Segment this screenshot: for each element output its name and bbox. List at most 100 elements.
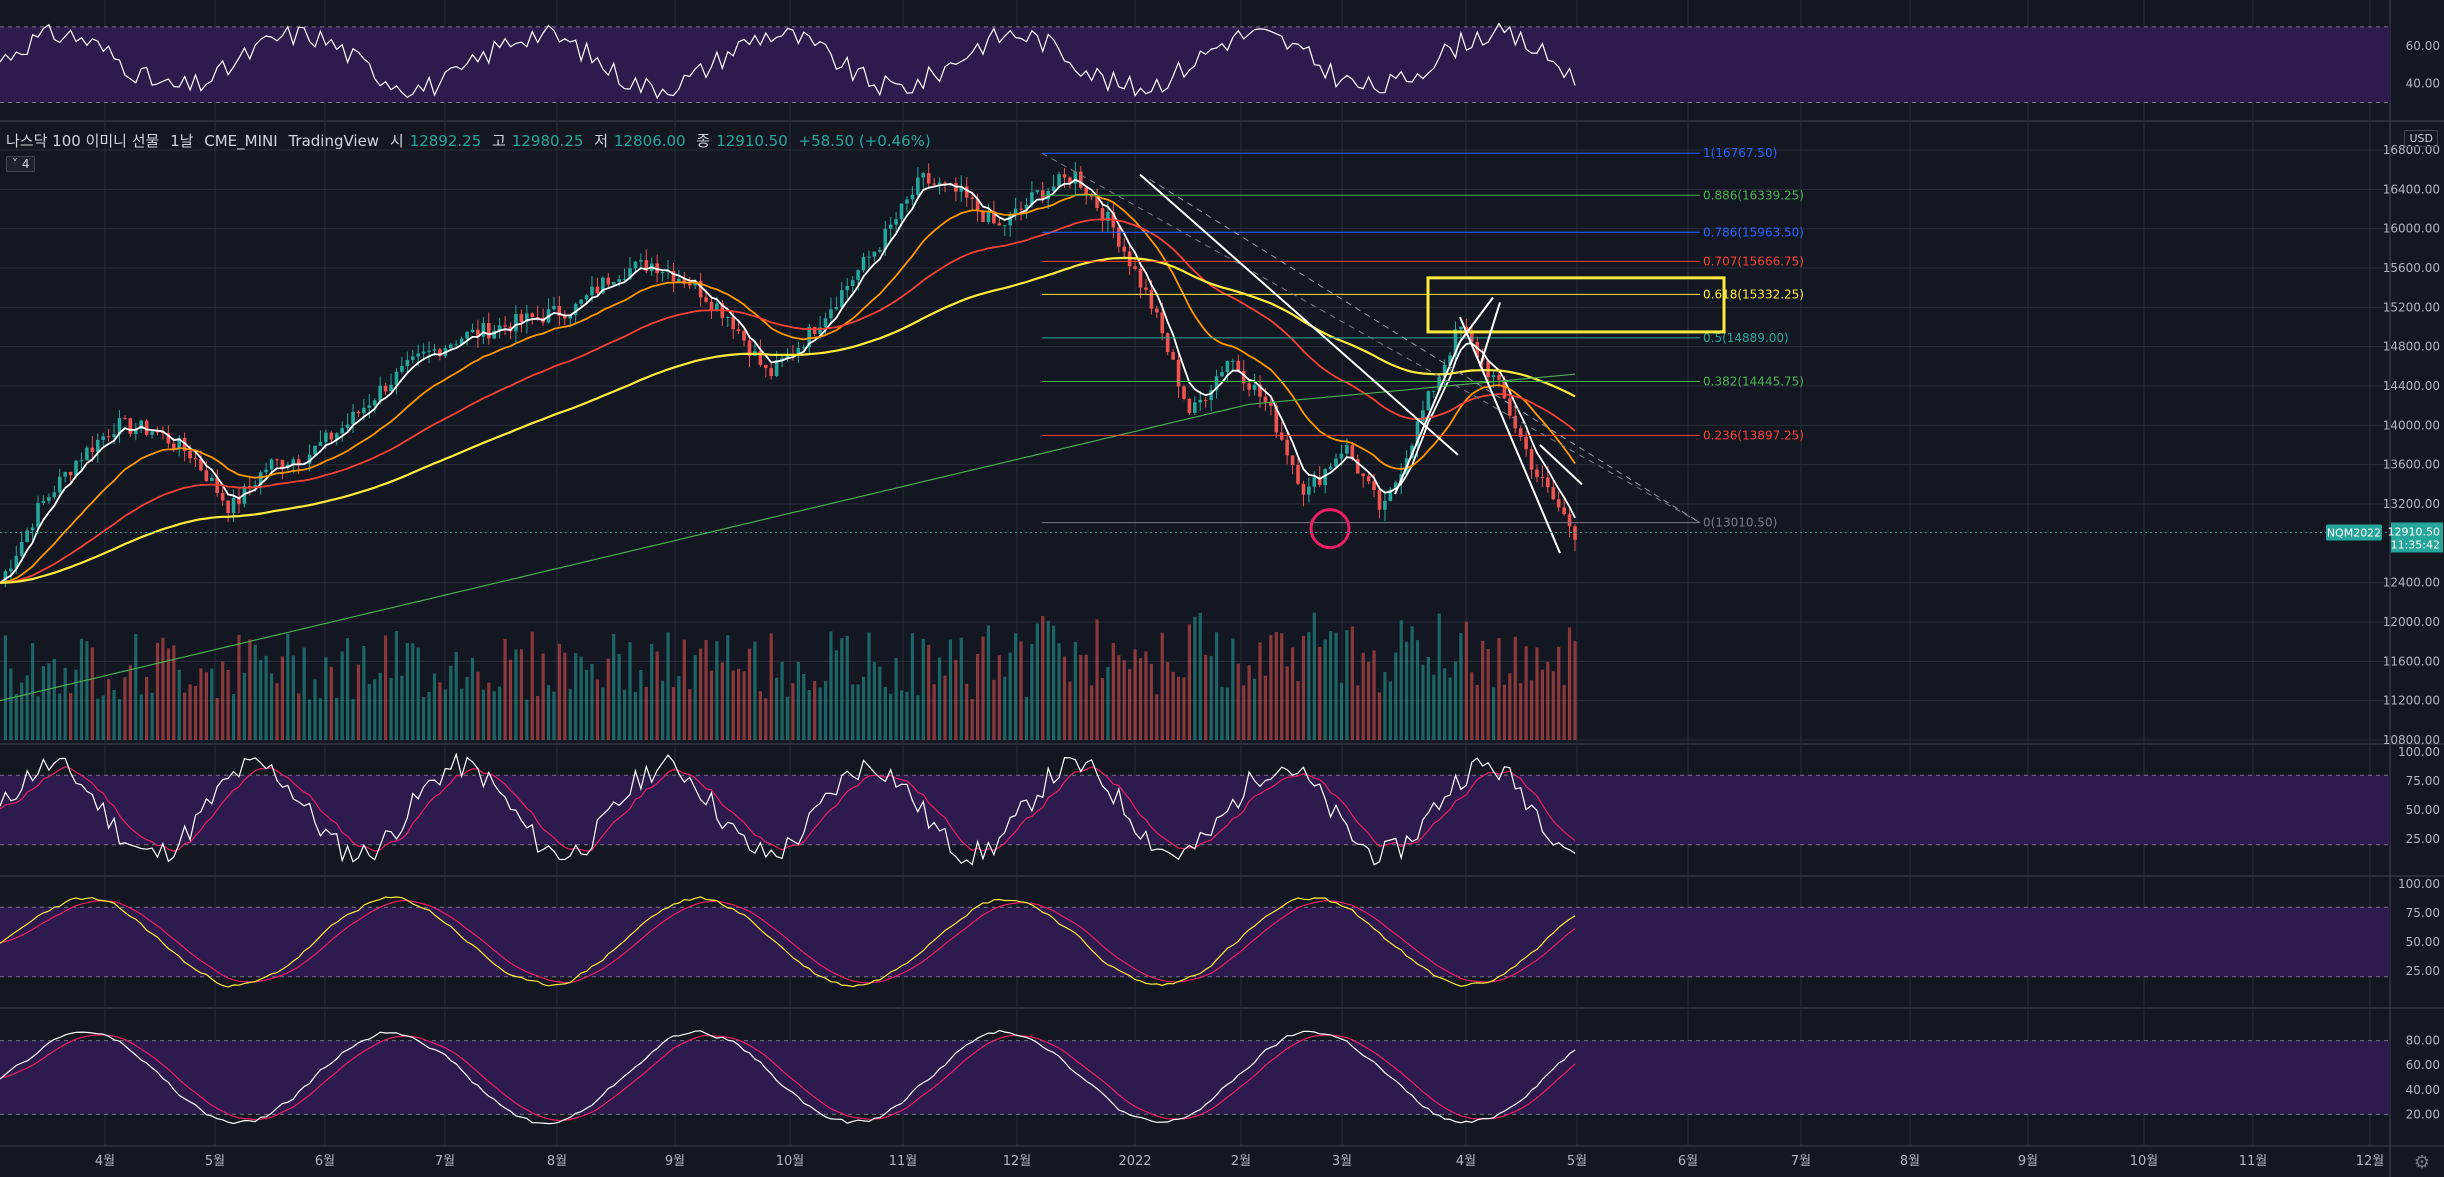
candle-body — [1095, 196, 1099, 209]
candle-body — [41, 500, 46, 503]
candle-body — [883, 228, 888, 250]
volume-bar — [682, 639, 686, 740]
candle-body — [492, 330, 497, 339]
candle-body — [1366, 476, 1371, 482]
volume-bar — [47, 663, 51, 740]
volume-bar — [644, 686, 648, 740]
candle-body — [981, 210, 985, 223]
candle-body — [1035, 190, 1040, 193]
candle-body — [1524, 436, 1528, 450]
candle-body — [1002, 225, 1007, 227]
volume-bar — [633, 691, 638, 740]
volume-bar — [1301, 635, 1306, 740]
y-tick-label: 13600.00 — [2383, 458, 2440, 472]
volume-bar — [948, 639, 953, 740]
stoch3-tick: 80.00 — [2406, 1034, 2440, 1048]
candle-body — [1421, 410, 1425, 422]
candle-body — [590, 286, 594, 296]
volume-bar — [1041, 615, 1045, 740]
volume-bar — [1231, 638, 1235, 740]
volume-bar — [764, 698, 768, 740]
volume-bar — [297, 693, 301, 740]
candle-body — [644, 260, 649, 272]
volume-bar — [1149, 663, 1153, 740]
candle-body — [1008, 214, 1012, 226]
x-tick-label: 4월 — [1456, 1154, 1476, 1169]
volume-bar — [823, 680, 828, 740]
candle-body — [1345, 445, 1349, 454]
volume-bar — [742, 671, 746, 740]
volume-bar — [579, 656, 583, 740]
candle-body — [557, 306, 562, 316]
collapse-badge[interactable]: ˅ 4 — [6, 156, 36, 172]
candle-body — [438, 349, 442, 357]
currency-selector[interactable]: USD — [2404, 130, 2438, 147]
volume-bar — [1122, 660, 1126, 740]
fib-diagonal — [1041, 152, 1701, 524]
volume-bar — [1535, 647, 1539, 740]
candle-body — [856, 270, 860, 281]
x-tick-label: 2월 — [1231, 1154, 1251, 1169]
candle-body — [823, 318, 828, 328]
y-tick-label: 15600.00 — [2383, 261, 2440, 275]
candle-body — [497, 325, 502, 331]
candle-body — [1388, 489, 1393, 501]
candle-body — [905, 199, 909, 204]
stoch2-tick: 100.00 — [2398, 877, 2440, 891]
volume-bar — [356, 664, 361, 740]
volume-bar — [183, 692, 187, 740]
volume-bar — [14, 693, 18, 740]
candle-body — [1193, 402, 1197, 413]
volume-bar — [1111, 642, 1115, 740]
candle-body — [769, 368, 774, 377]
volume-bar — [204, 672, 208, 740]
candle-body — [291, 459, 296, 465]
ema-green-line — [0, 373, 1576, 702]
symbol-legend[interactable]: 나스닥 100 이미니 선물 1날 CME_MINI TradingView 시… — [6, 130, 937, 151]
candle-body — [671, 270, 676, 282]
volume-bar — [112, 689, 116, 740]
candle-body — [1274, 405, 1279, 433]
volume-bar — [1464, 621, 1468, 740]
x-tick-label: 5월 — [205, 1154, 225, 1169]
gear-icon[interactable]: ⚙ — [2413, 1152, 2430, 1173]
volume-bar — [1144, 651, 1148, 740]
candle-body — [465, 331, 469, 339]
y-tick-label: 16400.00 — [2383, 182, 2440, 196]
candle-body — [1068, 177, 1072, 184]
volume-bar — [188, 684, 192, 740]
y-tick-label: 14400.00 — [2383, 379, 2440, 393]
volume-bar — [584, 669, 589, 740]
volume-bar — [307, 699, 312, 740]
candle-body — [1453, 329, 1458, 356]
candle-body — [932, 183, 936, 185]
volume-bar — [1068, 681, 1072, 740]
candle-body — [1535, 469, 1539, 478]
volume-bar — [1247, 665, 1251, 740]
volume-bar — [1003, 676, 1007, 740]
volume-bar — [1090, 685, 1094, 740]
candle-body — [155, 431, 160, 433]
stoch1-signal-line — [0, 766, 1576, 852]
volume-bar — [1046, 620, 1050, 740]
volume-bar — [52, 658, 56, 740]
candle-body — [427, 350, 431, 352]
candle-body — [1057, 174, 1061, 187]
candle-body — [1078, 171, 1083, 188]
volume-bar — [1529, 680, 1534, 740]
volume-bar — [248, 639, 252, 740]
volume-bar — [1019, 641, 1023, 740]
candle-body — [709, 301, 714, 310]
candle-body — [3, 571, 8, 583]
volume-bar — [487, 682, 491, 740]
volume-bar — [1448, 677, 1452, 740]
volume-bar — [1339, 682, 1344, 740]
candle-body — [52, 492, 57, 498]
volume-bar — [845, 635, 849, 740]
candle-body — [910, 194, 915, 200]
fib-level-label: 0.382(14445.75) — [1703, 375, 1804, 389]
candle-body — [1372, 481, 1376, 491]
stoch1-tick: 50.00 — [2406, 803, 2440, 817]
x-tick-label: 7월 — [435, 1154, 455, 1169]
